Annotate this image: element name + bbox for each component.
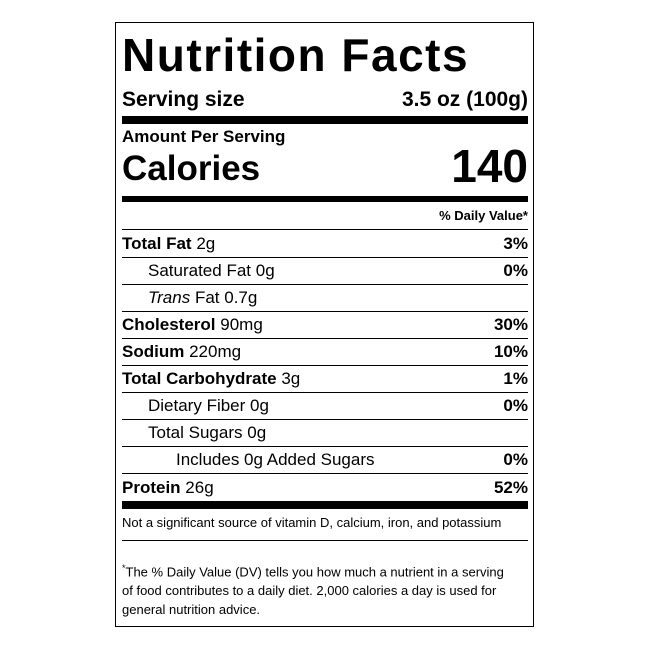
divider [122,501,528,509]
dv-heading: % Daily Value* [122,207,528,230]
nutrient-amount: 0.7g [224,288,258,307]
nutrient-row: Total Carbohydrate 3g 1% [122,366,528,393]
nutrient-amount: 0g [250,396,269,415]
nutrient-label: Includes 0g Added Sugars [176,450,375,469]
nutrient-row: Total Sugars 0g [122,420,528,447]
serving-value: 3.5 oz (100g) [401,88,528,111]
nutrient-amount: 3g [281,369,301,388]
divider [122,116,528,124]
calories-value: 140 [451,140,528,192]
nutrient-label: Total Carbohydrate [122,369,277,388]
nutrition-label: Nutrition Facts Serving size 3.5 oz (100… [115,22,534,627]
nutrient-label: Total Fat [122,234,192,253]
nutrient-dv: 10% [493,342,528,361]
serving-label: Serving size [122,88,245,111]
nutrient-amount: 220mg [189,342,242,361]
nutrient-row: Includes 0g Added Sugars 0% [122,447,528,474]
title: Nutrition Facts [122,29,470,81]
nutrient-label-italic: Trans [148,288,191,307]
nutrient-label: Cholesterol [122,315,216,334]
nutrient-row: Trans Fat 0.7g [122,285,528,312]
nutrient-label: Dietary Fiber [148,396,246,415]
note: Not a significant source of vitamin D, c… [122,515,528,541]
nutrient-row: Cholesterol 90mg 30% [122,312,528,339]
nutrient-dv: 30% [493,315,528,334]
nutrient-row: Saturated Fat 0g 0% [122,258,528,285]
amount-heading: Amount Per Serving [122,127,286,146]
nutrient-row: Sodium 220mg 10% [122,339,528,366]
calories: Calories 140 [122,141,528,191]
calories-label: Calories [122,149,261,188]
nutrient-label: Total Sugars [148,423,243,442]
serving-size: Serving size 3.5 oz (100g) [122,87,528,113]
nutrient-dv: 0% [503,261,528,280]
nutrient-rows: Total Fat 2g 3% Saturated Fat 0g 0% Trans … [122,231,528,501]
nutrient-dv: 3% [503,234,528,253]
nutrient-amount: 0g [255,261,275,280]
nutrient-amount: 26g [185,477,214,497]
nutrient-row: Dietary Fiber 0g 0% [122,393,528,420]
nutrient-dv: 52% [493,477,528,497]
footnote-marker: * [122,563,126,573]
nutrient-amount: 2g [196,234,216,253]
nutrient-label: Protein [122,477,181,497]
footnote: *The % Daily Value (DV) tells you how mu… [122,559,528,619]
nutrient-dv: 1% [503,369,528,388]
footnote-text: The % Daily Value (DV) tells you how muc… [122,564,504,618]
nutrient-amount: 0g [247,423,267,442]
nutrient-label: Sodium [122,342,185,361]
nutrient-row: Protein 26g 52% [122,474,528,501]
divider [122,196,528,202]
nutrient-label: Fat [194,288,220,307]
nutrient-amount: 90mg [220,315,263,334]
nutrient-dv: 0% [503,450,528,469]
nutrient-label: Saturated Fat [148,261,252,280]
nutrient-row: Total Fat 2g 3% [122,231,528,258]
nutrient-dv: 0% [503,396,528,415]
